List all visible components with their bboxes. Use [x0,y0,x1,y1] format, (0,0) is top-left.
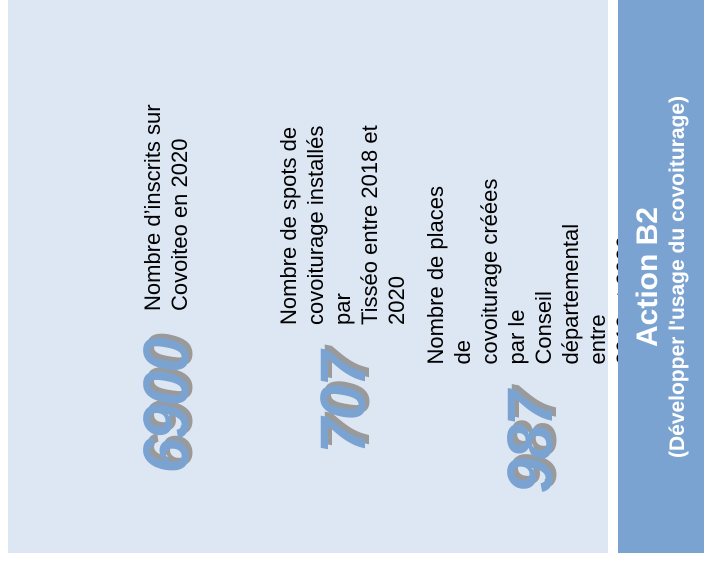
stat-row-inscrits: 6900 Nombre d’inscrits sur Covoiteo en 2… [130,104,202,519]
action-sidebar: Action B2 (Développer l'usage du covoitu… [618,0,704,553]
action-label: Action B2 (Développer l'usage du covoitu… [631,7,691,547]
stat-description: Nombre de places de covoiturage créées p… [423,178,637,365]
stat-description: Nombre de spots de covoiturage installés… [276,125,409,325]
action-title: Action B2 [631,206,664,347]
stats-panel [8,0,608,553]
stat-number: 987 [494,392,566,494]
stat-number: 707 [306,353,379,454]
stat-row-spots: 707 Nombre de spots de covoiturage insta… [275,90,410,519]
stat-description: Nombre d’inscrits sur Covoiteo en 2020 [140,104,192,311]
stat-row-places: 987 Nombre de places de covoiturage créé… [422,170,638,519]
stat-number: 6900 [130,339,202,474]
action-subtitle: (Développer l'usage du covoiturage) [666,95,689,458]
